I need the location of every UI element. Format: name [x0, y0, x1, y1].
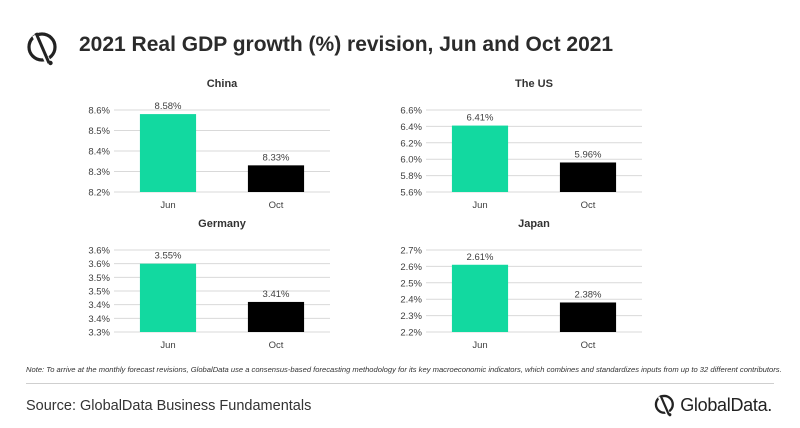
brand-logo: GlobalData.	[654, 393, 772, 417]
chart-panel-china: 8.2% 8.3% 8.4% 8.5% 8.6% China 8.58% Jun 8.33% Oc…	[60, 72, 460, 232]
china-xtick-label-jun: Jun	[160, 200, 175, 211]
japan-data-label-oct: 2.38%	[575, 289, 602, 300]
japan-data-label-jun: 2.61%	[467, 252, 494, 263]
japan-ytick-label: 2.6%	[400, 262, 422, 273]
the-us-ytick-label: 6.0%	[400, 155, 422, 166]
chart-panel-us: 5.6% 5.8% 6.0% 6.2% 6.4% 6.6% The US 6.41% Jun 5.…	[372, 72, 772, 232]
china-ytick-label: 8.4%	[88, 147, 110, 158]
japan-ytick-label: 2.2%	[400, 328, 422, 339]
the-us-data-label-jun: 6.41%	[467, 113, 494, 124]
china-ytick-label: 8.3%	[88, 167, 110, 178]
china-ytick-label: 8.6%	[88, 106, 110, 117]
japan-xtick-label-jun: Jun	[472, 340, 487, 351]
germany-ytick-label: 3.6%	[88, 259, 110, 270]
china-data-label-oct: 8.33%	[263, 152, 290, 163]
globaldata-logo-icon	[655, 394, 675, 417]
germany-bar-jun	[139, 263, 197, 332]
japan-ytick-label: 2.3%	[400, 311, 422, 322]
japan-xtick-label-oct: Oct	[581, 340, 596, 351]
the-us-ytick-label: 6.6%	[400, 106, 422, 117]
footnote: Note: To arrive at the monthly forecast …	[26, 365, 782, 374]
japan-ytick-label: 2.4%	[400, 295, 422, 306]
page-title: 2021 Real GDP growth (%) revision, Jun a…	[79, 33, 614, 56]
the-us-xtick-label-oct: Oct	[581, 200, 596, 211]
japan-chart-title: Japan	[518, 218, 550, 230]
the-us-data-label-oct: 5.96%	[575, 149, 602, 160]
germany-data-label-oct: 3.41%	[263, 289, 290, 300]
germany-ytick-label: 3.3%	[88, 328, 110, 339]
divider	[26, 383, 774, 384]
the-us-ytick-label: 6.2%	[400, 138, 422, 149]
chart-panel-germany: 3.3% 3.4% 3.4% 3.5% 3.5% 3.6% 3.6% Germany 3.55%…	[60, 212, 460, 372]
chart-china: 8.2% 8.3% 8.4% 8.5% 8.6% China 8.58% Jun 8.33% Oc…	[88, 78, 330, 211]
germany-ytick-label: 3.5%	[88, 287, 110, 298]
china-bar-oct	[247, 165, 305, 192]
germany-ytick-label: 3.4%	[88, 314, 110, 325]
germany-xtick-label-jun: Jun	[160, 340, 175, 351]
the-us-xtick-label-jun: Jun	[472, 200, 487, 211]
chart-japan: 2.2% 2.3% 2.4% 2.5% 2.6% 2.7% Japan 2.61% Jun 2.3…	[400, 218, 642, 351]
china-ytick-label: 8.5%	[88, 126, 110, 137]
the-us-chart-title: The US	[515, 78, 553, 90]
china-data-label-jun: 8.58%	[155, 101, 182, 112]
chart-us: 5.6% 5.8% 6.0% 6.2% 6.4% 6.6% The US 6.41% Jun 5.…	[400, 78, 642, 211]
the-us-ytick-label: 5.8%	[400, 171, 422, 182]
chart-germany: 3.3% 3.4% 3.4% 3.5% 3.5% 3.6% 3.6% Germany 3.55%…	[88, 218, 330, 351]
japan-bar-jun	[451, 264, 509, 332]
source-text: Source: GlobalData Business Fundamentals	[26, 398, 312, 414]
china-ytick-label: 8.2%	[88, 188, 110, 199]
germany-data-label-jun: 3.55%	[155, 251, 182, 262]
germany-bar-oct	[247, 301, 305, 332]
germany-ytick-label: 3.4%	[88, 300, 110, 311]
germany-ytick-label: 3.6%	[88, 246, 110, 257]
brand-name: GlobalData.	[680, 394, 772, 415]
the-us-bar-oct	[559, 162, 617, 192]
germany-xtick-label-oct: Oct	[269, 340, 284, 351]
china-bar-jun	[139, 114, 197, 192]
germany-chart-title: Germany	[198, 218, 247, 230]
china-xtick-label-oct: Oct	[269, 200, 284, 211]
the-us-ytick-label: 6.4%	[400, 122, 422, 133]
japan-ytick-label: 2.5%	[400, 278, 422, 289]
globaldata-logo-icon	[27, 32, 57, 66]
germany-ytick-label: 3.5%	[88, 273, 110, 284]
chart-panel-japan: 2.2% 2.3% 2.4% 2.5% 2.6% 2.7% Japan 2.61% Jun 2.3…	[372, 212, 772, 372]
japan-bar-oct	[559, 302, 617, 332]
the-us-bar-jun	[451, 125, 509, 192]
the-us-ytick-label: 5.6%	[400, 188, 422, 199]
japan-ytick-label: 2.7%	[400, 246, 422, 257]
china-chart-title: China	[207, 78, 238, 90]
